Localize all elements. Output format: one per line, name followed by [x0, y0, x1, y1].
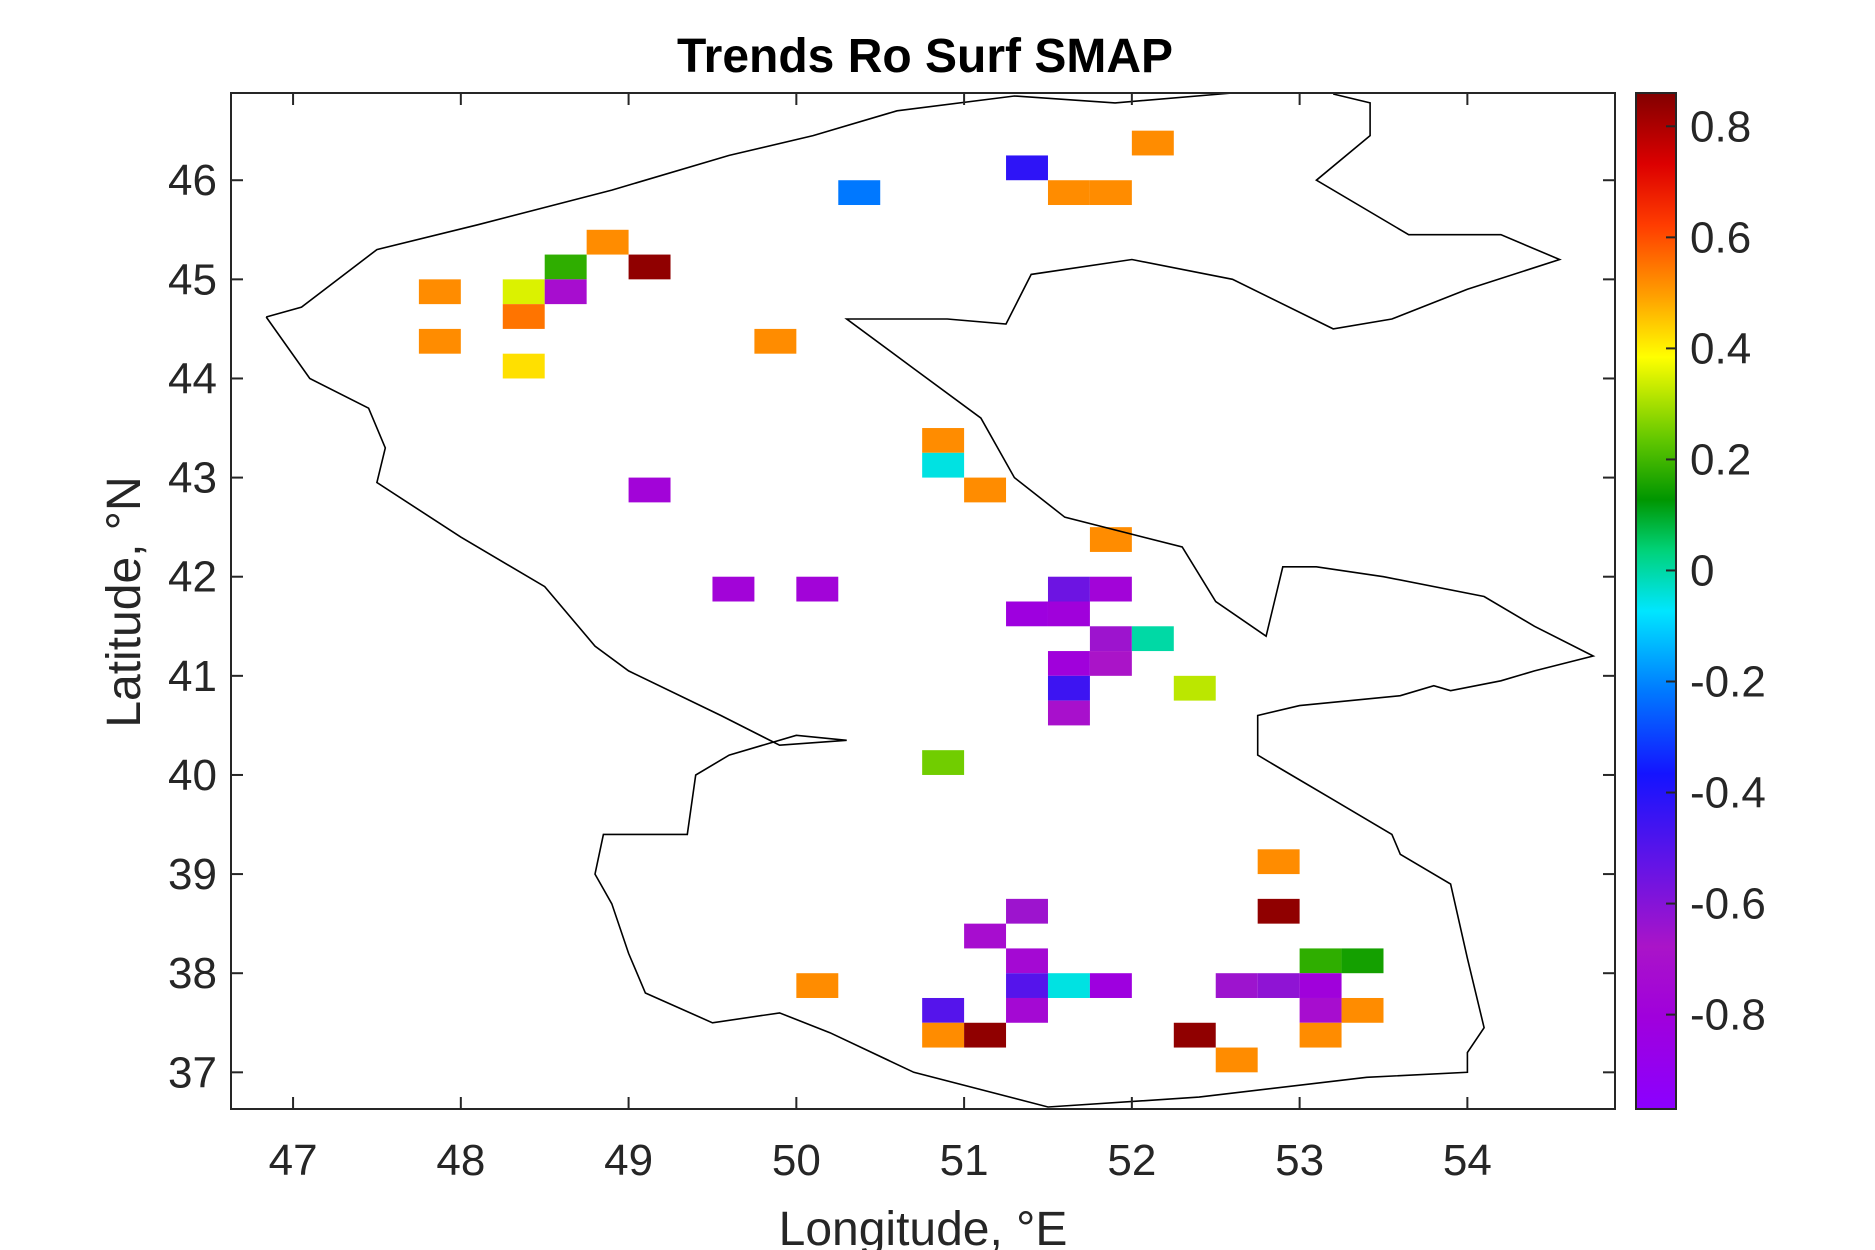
heatmap-cell	[1006, 948, 1048, 974]
heatmap-cell	[922, 1022, 965, 1048]
heatmap-cell	[586, 229, 629, 255]
colorbar-tick-label: 0.6	[1690, 213, 1751, 262]
x-tick-label: 52	[1107, 1136, 1156, 1185]
heatmap-cell	[1006, 973, 1048, 998]
heatmap-cell	[628, 477, 671, 503]
colorbar-tick-label: 0.8	[1690, 102, 1751, 151]
heatmap-cell	[1089, 973, 1132, 998]
heatmap-cell	[1131, 626, 1174, 652]
heatmap-cell	[502, 353, 545, 379]
y-tick-label: 45	[168, 255, 217, 304]
x-tick-label: 47	[269, 1136, 318, 1185]
heatmap-cell	[1047, 180, 1090, 206]
heatmap-cell	[1215, 1047, 1258, 1073]
heatmap-cell	[1047, 700, 1090, 726]
heatmap-cell	[712, 576, 755, 602]
heatmap-cell	[502, 304, 545, 329]
heatmap-cell	[964, 477, 1007, 503]
coastline-layer	[265, 92, 1596, 1108]
heatmap-cell	[1257, 849, 1300, 875]
heatmap-cell	[1341, 948, 1384, 974]
y-tick-label: 42	[168, 553, 217, 602]
heatmap-cell	[1299, 1022, 1342, 1048]
heatmap-cell	[1006, 898, 1048, 924]
y-tick-label: 40	[168, 751, 217, 800]
x-tick-label: 49	[604, 1136, 653, 1185]
y-tick-label: 44	[168, 354, 217, 403]
y-axis-label: Latitude, °N	[98, 476, 151, 727]
heatmap-cell	[1299, 997, 1342, 1023]
y-tick-label: 43	[168, 454, 217, 503]
cells-layer	[418, 130, 1384, 1073]
heatmap-cell	[922, 750, 965, 775]
colorbar-tick-label: -0.4	[1690, 769, 1766, 818]
heatmap-cell	[1299, 973, 1342, 998]
heatmap-cell	[1047, 576, 1090, 602]
chart-title: Trends Ro Surf SMAP	[677, 30, 1173, 83]
heatmap-cell	[796, 973, 839, 998]
colorbar-tick-label: -0.8	[1690, 991, 1766, 1040]
heatmap-cell	[1089, 651, 1132, 676]
heatmap-cell	[544, 279, 587, 305]
heatmap-cell	[1173, 1022, 1216, 1048]
heatmap-cell	[838, 180, 881, 206]
x-tick-label: 48	[436, 1136, 485, 1185]
colorbar-tick-label: 0	[1690, 546, 1714, 595]
heatmap-cell	[418, 279, 461, 305]
colorbar-tick-label: 0.4	[1690, 324, 1751, 373]
colorbar-tick-label: -0.2	[1690, 658, 1766, 707]
heatmap-cell	[1173, 675, 1216, 701]
coastline	[265, 92, 1233, 318]
heatmap-cell	[754, 328, 797, 354]
heatmap-cell	[502, 279, 545, 305]
x-tick-label: 54	[1443, 1136, 1492, 1185]
heatmap-cell	[964, 1022, 1007, 1048]
y-axis-ticks: 37 38 39 40 41 42 43 44 45 46	[168, 156, 1615, 1097]
plot-area-frame	[230, 92, 1616, 1110]
heatmap-cell	[544, 254, 587, 280]
x-axis-ticks: 47 48 49 50 51 52 53 54	[269, 93, 1492, 1185]
colorbar-tick-label: -0.6	[1690, 880, 1766, 929]
colorbar-tick-label: 0.2	[1690, 435, 1751, 484]
y-tick-label: 39	[168, 850, 217, 899]
heatmap-cell	[1089, 626, 1132, 652]
colorbar	[1635, 92, 1677, 1110]
heatmap-cell	[1089, 576, 1132, 602]
y-tick-label: 38	[168, 949, 217, 998]
heatmap-cell	[1257, 973, 1300, 998]
heatmap-cell	[1047, 675, 1090, 701]
heatmap-cell	[418, 328, 461, 354]
heatmap-cell	[1006, 601, 1048, 627]
heatmap-cell	[1006, 997, 1048, 1023]
heatmap-cell	[922, 997, 965, 1023]
heatmap-cell	[1089, 180, 1132, 206]
colorbar-ticks: -0.8 -0.6 -0.4 -0.2 0 0.2 0.4 0.6 0.8	[1666, 102, 1766, 1040]
heatmap-cell	[628, 254, 671, 280]
heatmap-cell	[922, 428, 965, 453]
y-tick-label: 46	[168, 156, 217, 205]
x-tick-label: 51	[940, 1136, 989, 1185]
heatmap-cell	[1215, 973, 1258, 998]
heatmap-cell	[964, 923, 1007, 949]
y-tick-label: 41	[168, 652, 217, 701]
heatmap-cell	[1131, 130, 1174, 156]
plot-area-background	[231, 93, 1615, 1109]
heatmap-cell	[922, 452, 965, 478]
heatmap-cell	[1257, 898, 1300, 924]
heatmap-cell	[1341, 997, 1384, 1023]
y-tick-label: 37	[168, 1048, 217, 1097]
heatmap-cell	[1047, 601, 1090, 627]
coastline	[265, 93, 1596, 1108]
heatmap-cell	[1047, 973, 1090, 998]
heatmap-cell	[1047, 651, 1090, 676]
heatmap-cell	[796, 576, 839, 602]
heatmap-cell	[1299, 948, 1342, 974]
x-tick-label: 50	[772, 1136, 821, 1185]
heatmap-cell	[1089, 527, 1132, 552]
heatmap-cell	[1006, 155, 1048, 181]
x-tick-label: 53	[1275, 1136, 1324, 1185]
x-axis-label: Longitude, °E	[779, 1203, 1068, 1250]
